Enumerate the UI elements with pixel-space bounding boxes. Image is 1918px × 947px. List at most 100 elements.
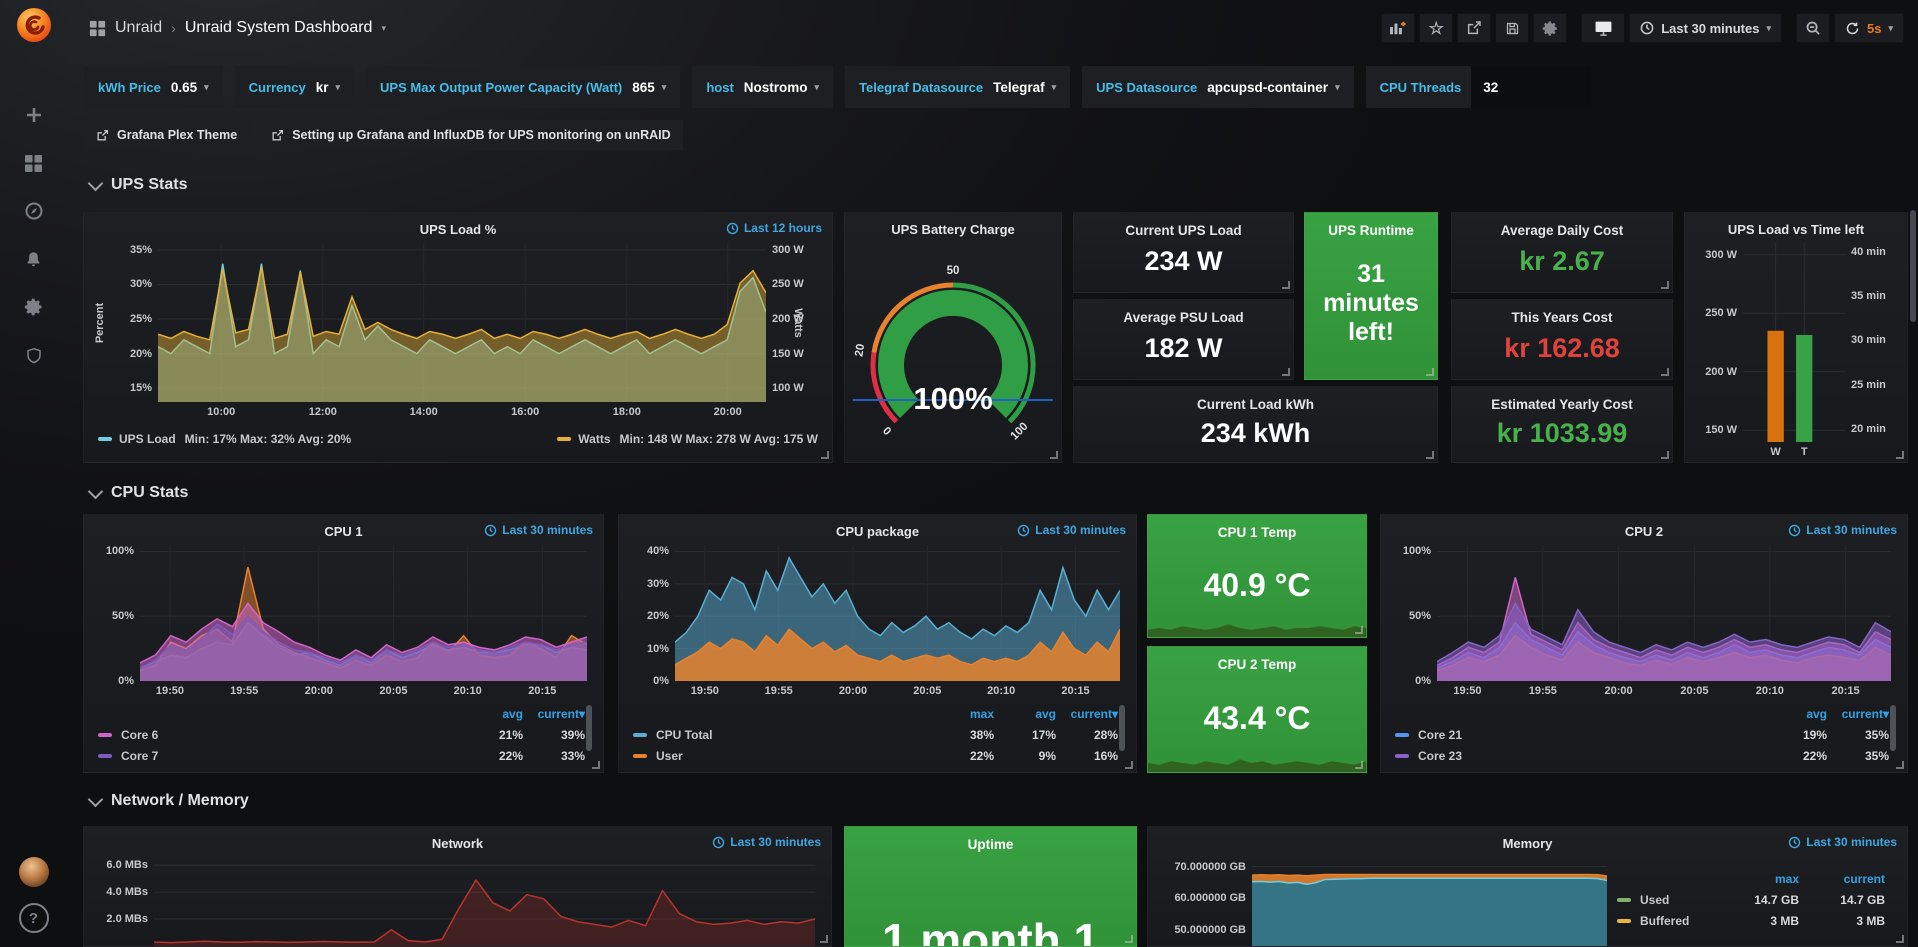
dashboards-icon[interactable] — [16, 148, 52, 178]
panel-title[interactable]: UPS Load % — [419, 221, 497, 237]
legend-column-header[interactable]: current — [1843, 871, 1885, 886]
time-range-badge[interactable]: Last 30 minutes — [1017, 523, 1126, 537]
variable-currency[interactable]: Currency kr ▾ — [234, 66, 355, 108]
legend-column-header[interactable]: avg — [502, 706, 523, 721]
legend-column-header[interactable]: current▾ — [1070, 706, 1118, 721]
variable-telegraf-datasource[interactable]: Telegraf Datasource Telegraf ▾ — [845, 66, 1071, 108]
clock-icon — [726, 222, 739, 234]
dashboards-icon — [89, 20, 106, 37]
panel-title[interactable]: Network — [431, 835, 484, 851]
legend-column-header[interactable]: max — [1774, 871, 1799, 886]
legend-series-name[interactable]: User — [633, 749, 932, 763]
panel-title[interactable]: UPS Load vs Time left — [1727, 221, 1865, 237]
plot-area: 100% 50% 0% — [1389, 545, 1899, 687]
time-range-badge[interactable]: Last 30 minutes — [712, 835, 821, 849]
variable-ups-datasource[interactable]: UPS Datasource apcupsd-container ▾ — [1082, 66, 1354, 108]
legend-scrollbar[interactable] — [586, 705, 592, 751]
panel-title[interactable]: CPU 1 — [324, 523, 363, 539]
star-button[interactable]: ☆ — [1419, 13, 1454, 43]
help-icon[interactable]: ? — [18, 903, 49, 933]
legend-value: 19% — [1802, 727, 1827, 742]
save-button[interactable] — [1495, 13, 1530, 43]
create-icon[interactable] — [16, 100, 52, 130]
legend-series[interactable]: UPS Load Min: 17% Max: 32% Avg: 20% — [98, 432, 351, 446]
x-axis-tick: 20:15 — [1061, 685, 1090, 697]
breadcrumb-dashboard-title[interactable]: Unraid System Dashboard — [184, 19, 373, 36]
bell-icon[interactable] — [16, 244, 52, 274]
plot-area: 35% 30% 25% 20% 15% Percent 300 W 250 W 200 W 150… — [92, 243, 824, 402]
axis-tick: 300 W — [772, 243, 804, 256]
breadcrumb-folder[interactable]: Unraid — [115, 19, 163, 36]
legend-series[interactable]: Watts Min: 148 W Max: 278 W Avg: 175 W — [557, 432, 818, 446]
legend-column-header[interactable]: avg — [1035, 706, 1056, 721]
panel-title[interactable]: Current Load kWh — [1197, 397, 1314, 412]
share-button[interactable] — [1457, 13, 1492, 43]
time-range-badge[interactable]: Last 30 minutes — [1788, 835, 1897, 849]
legend-series-name[interactable]: Buffered — [1617, 914, 1713, 928]
avatar[interactable] — [18, 857, 49, 887]
panel-title[interactable]: Average PSU Load — [1123, 310, 1244, 325]
legend-series-name[interactable]: Core 21 — [1395, 728, 1765, 742]
cpu-threads-input[interactable]: 32 — [1471, 66, 1592, 108]
axis-tick: 60.000000 GB — [1174, 892, 1246, 905]
panel-title[interactable]: CPU 2 — [1624, 523, 1664, 539]
panel-title[interactable]: Average Daily Cost — [1500, 223, 1624, 238]
x-axis-tick: 20:15 — [1831, 685, 1860, 697]
legend-series-marker — [1617, 897, 1631, 902]
panel-title[interactable]: UPS Runtime — [1328, 223, 1414, 238]
variable-host[interactable]: host Nostromo ▾ — [692, 66, 834, 108]
zoom-out-button[interactable] — [1796, 13, 1830, 43]
panel-title[interactable]: Current UPS Load — [1125, 223, 1242, 238]
add-panel-button[interactable] — [1381, 13, 1416, 43]
legend-series-name[interactable]: Core 7 — [98, 749, 461, 763]
cycle-view-button[interactable] — [1581, 13, 1626, 43]
panel-title[interactable]: UPS Battery Charge — [891, 221, 1015, 237]
legend-value: 33% — [560, 748, 585, 763]
refresh-picker[interactable]: 5s ▾ — [1834, 13, 1904, 43]
section-network-memory[interactable]: Network / Memory — [87, 791, 249, 810]
legend-series-marker — [98, 753, 112, 758]
time-range-badge[interactable]: Last 30 minutes — [1788, 523, 1897, 537]
section-ups-stats[interactable]: UPS Stats — [87, 175, 187, 194]
link-ups-monitoring-guide[interactable]: Setting up Grafana and InfluxDB for UPS … — [259, 120, 683, 150]
legend-series-name[interactable]: Core 6 — [98, 728, 461, 742]
panel-title[interactable]: This Years Cost — [1511, 310, 1613, 325]
panel-title[interactable]: Estimated Yearly Cost — [1491, 397, 1633, 412]
legend-column-header[interactable]: current▾ — [537, 706, 585, 721]
panel-title[interactable]: CPU package — [835, 523, 920, 539]
variable-ups-max-output[interactable]: UPS Max Output Power Capacity (Watt) 865… — [366, 66, 681, 108]
legend-series-name[interactable]: Used — [1617, 893, 1713, 907]
panel-title[interactable]: Uptime — [967, 837, 1014, 852]
grafana-logo[interactable] — [16, 8, 51, 42]
explore-icon[interactable] — [16, 196, 52, 226]
gauge-scale-label: 0 — [880, 425, 893, 438]
legend-series-name[interactable]: Core 23 — [1395, 749, 1765, 763]
stat-value: kr 162.68 — [1504, 333, 1620, 364]
panel-title[interactable]: CPU 1 Temp — [1217, 525, 1297, 540]
legend-series-name[interactable]: CPU Total — [633, 728, 932, 742]
legend-scrollbar[interactable] — [1890, 705, 1896, 751]
legend-scrollbar[interactable] — [1119, 705, 1125, 751]
time-range-badge[interactable]: Last 12 hours — [726, 221, 822, 235]
y-axis-right — [587, 545, 595, 681]
panel-ups-load-vs-time-left: UPS Load vs Time left 300 W 250 W 200 W 150 … — [1684, 212, 1908, 463]
legend-value: 17% — [1031, 727, 1056, 742]
time-range-picker[interactable]: Last 30 minutes ▾ — [1629, 13, 1782, 43]
legend-column-header[interactable]: avg — [1806, 706, 1827, 721]
page-scrollbar[interactable] — [1910, 210, 1916, 322]
variable-kwh-price[interactable]: kWh Price 0.65 ▾ — [84, 66, 223, 108]
link-grafana-plex-theme[interactable]: Grafana Plex Theme — [84, 120, 250, 150]
legend-column-header[interactable]: current▾ — [1841, 706, 1889, 721]
gear-icon[interactable] — [16, 292, 52, 322]
shield-icon[interactable] — [16, 340, 52, 370]
settings-button[interactable] — [1533, 13, 1568, 43]
section-cpu-stats[interactable]: CPU Stats — [87, 483, 188, 502]
axis-tick: 25 min — [1851, 378, 1886, 391]
panel-title[interactable]: Memory — [1502, 835, 1553, 851]
panel-title[interactable]: CPU 2 Temp — [1217, 657, 1297, 672]
time-range-badge[interactable]: Last 30 minutes — [484, 523, 593, 537]
clock-icon — [485, 524, 497, 536]
legend-column-header[interactable]: max — [969, 706, 994, 721]
panel-header: UPS Load vs Time left — [1693, 215, 1899, 243]
chevron-down-icon[interactable]: ▾ — [381, 22, 386, 33]
